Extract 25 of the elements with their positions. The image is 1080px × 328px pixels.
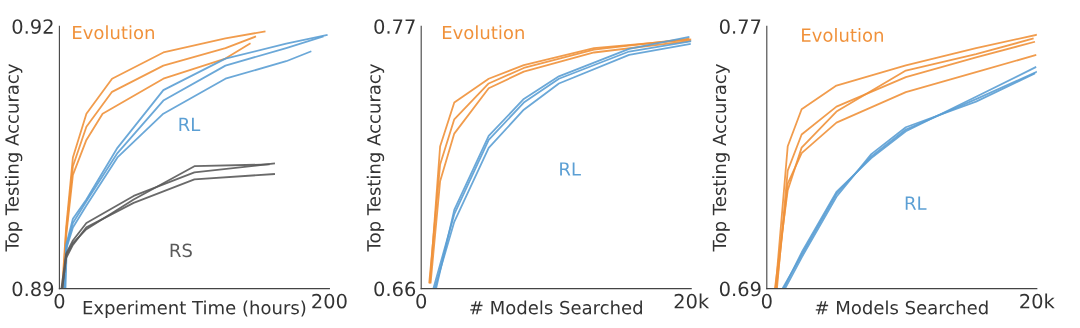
x-tick-label: 20k	[674, 293, 710, 309]
x-axis-title: Experiment Time (hours)	[83, 300, 306, 318]
annotation: Evolution	[802, 28, 883, 42]
y-axis-title: Top Testing Accuracy	[366, 64, 385, 252]
annotation: RL	[179, 117, 201, 131]
annotation: Evolution	[73, 25, 154, 40]
y-tick-label: 0.66	[374, 281, 416, 297]
y-tick-label: 0.77	[719, 19, 761, 34]
x-tick-label: 20k	[1020, 293, 1055, 309]
annotation: RL	[905, 196, 927, 210]
annotation: Evolution	[442, 25, 524, 40]
y-tick-label: 0.92	[12, 19, 53, 34]
x-axis-title: # Models Searched	[470, 300, 642, 315]
y-axis-title: Top Testing Accuracy	[4, 64, 23, 252]
annotation: RL	[560, 162, 581, 176]
annotation: RS	[170, 243, 192, 258]
y-axis-title: Top Testing Accuracy	[712, 64, 730, 252]
x-tick-label: 200	[312, 293, 347, 309]
x-axis-title: # Models Searched	[815, 300, 988, 315]
x-tick-label: 0	[54, 293, 65, 309]
x-tick-label: 0	[416, 293, 427, 309]
y-tick-label: 0.77	[374, 19, 415, 34]
y-tick-label: 0.69	[719, 281, 761, 297]
y-tick-label: 0.89	[12, 281, 54, 297]
x-tick-label: 0	[761, 293, 772, 309]
